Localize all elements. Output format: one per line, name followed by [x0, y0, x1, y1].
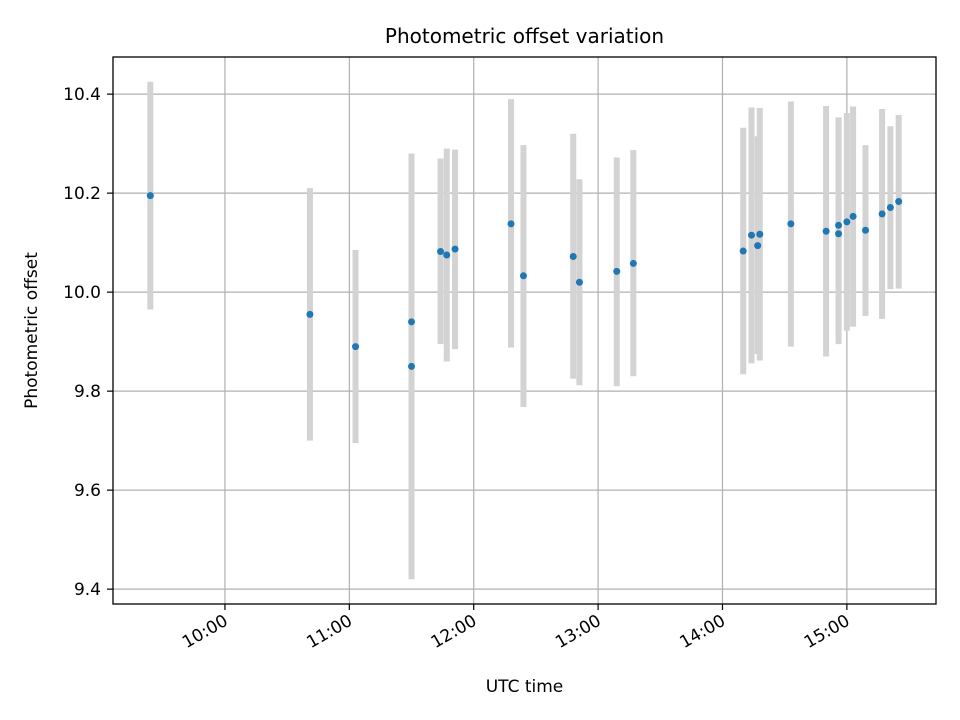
- data-point: [886, 203, 894, 211]
- y-tick-label: 10.2: [63, 184, 101, 204]
- data-point: [575, 278, 583, 286]
- x-axis-title: UTC time: [486, 677, 564, 697]
- data-point: [408, 362, 416, 370]
- data-point: [443, 251, 451, 259]
- data-point: [754, 242, 762, 250]
- data-point: [507, 220, 515, 228]
- data-point: [756, 230, 764, 238]
- data-point: [451, 245, 459, 253]
- data-point: [408, 318, 416, 326]
- data-point: [306, 310, 314, 318]
- data-point: [569, 252, 577, 260]
- data-points: [146, 192, 903, 370]
- data-point: [843, 218, 851, 226]
- y-tick-label: 9.6: [74, 481, 101, 501]
- plot-frame: [112, 56, 937, 605]
- data-point: [437, 248, 445, 256]
- data-point: [849, 212, 857, 220]
- y-tick-label: 10.0: [63, 283, 101, 303]
- y-axis-title: Photometric offset: [22, 252, 42, 409]
- y-axis: 9.4 9.6 9.8 10.0 10.2 10.4: [63, 85, 113, 600]
- data-point: [519, 272, 527, 280]
- data-point: [352, 343, 360, 351]
- data-point: [835, 230, 843, 238]
- data-point: [629, 259, 637, 267]
- data-point: [895, 198, 903, 206]
- data-point: [822, 227, 830, 235]
- data-point: [146, 192, 154, 200]
- data-point: [747, 231, 755, 239]
- data-point: [878, 210, 886, 218]
- data-point: [787, 220, 795, 228]
- chart-title: Photometric offset variation: [385, 24, 664, 48]
- y-tick-label: 10.4: [63, 85, 101, 105]
- data-point: [862, 226, 870, 234]
- y-tick-label: 9.4: [74, 580, 101, 600]
- data-point: [613, 267, 621, 275]
- data-point: [739, 247, 747, 255]
- data-point: [835, 221, 843, 229]
- y-tick-label: 9.8: [74, 382, 101, 402]
